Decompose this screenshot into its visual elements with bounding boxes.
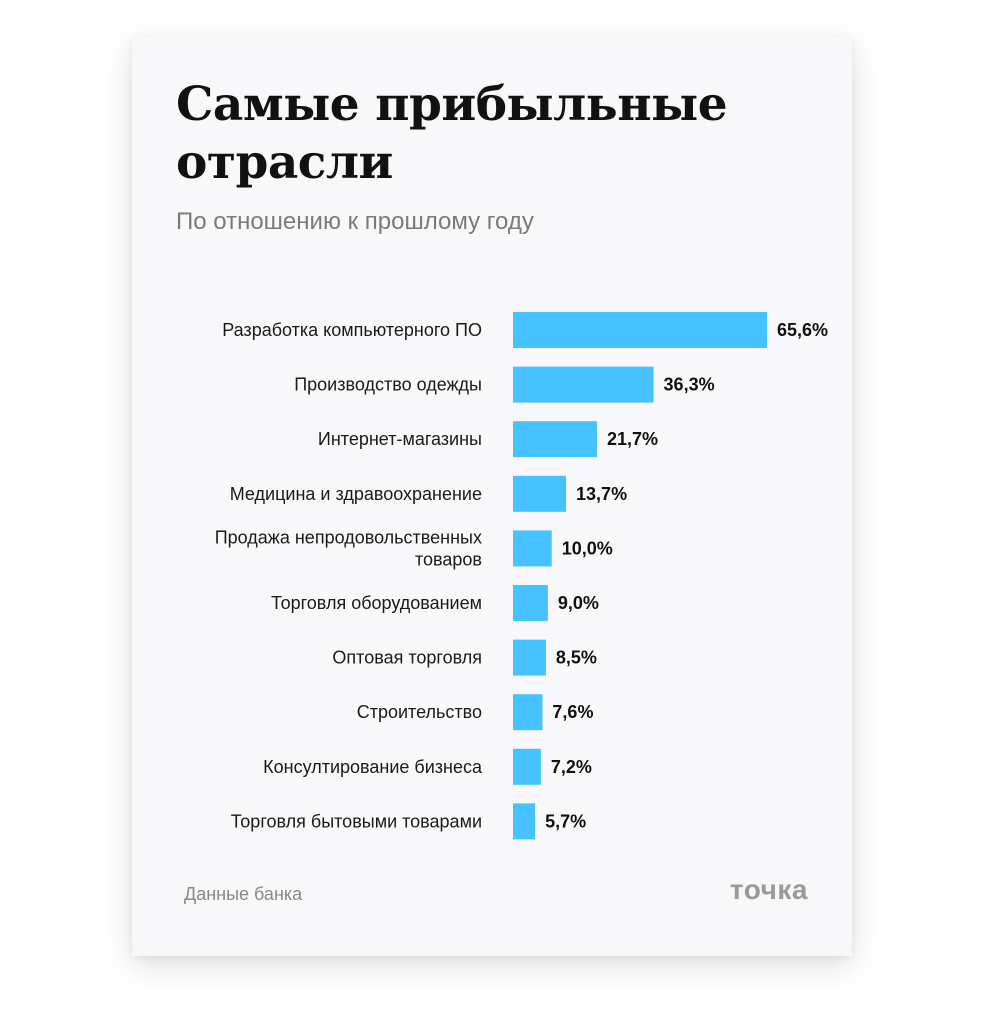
value-label: 65,6% bbox=[777, 320, 828, 340]
value-label: 5,7% bbox=[545, 811, 586, 831]
bar bbox=[513, 639, 546, 676]
value-label: 9,0% bbox=[558, 593, 599, 613]
category-label: Оптовая торговля bbox=[332, 648, 482, 668]
category-label: Разработка компьютерного ПО bbox=[222, 320, 482, 340]
category-label: Строительство bbox=[357, 702, 482, 722]
category-label: Медицина и здравоохранение bbox=[230, 484, 482, 504]
bar-chart: Разработка компьютерного ПО 65,6% Производ… bbox=[215, 312, 828, 840]
value-label: 21,7% bbox=[607, 429, 658, 449]
chart-title: Самые прибыльные отрасли bbox=[176, 77, 728, 190]
source-note: Данные банка bbox=[184, 884, 303, 904]
bar bbox=[513, 312, 767, 348]
category-label: Торговля оборудованием bbox=[271, 593, 482, 613]
bar bbox=[513, 803, 536, 840]
category-label: товаров bbox=[415, 549, 482, 569]
category-label: Торговля бытовыми товарами bbox=[231, 811, 482, 831]
value-label: 36,3% bbox=[664, 375, 715, 395]
bar bbox=[513, 585, 548, 621]
bar bbox=[513, 530, 552, 567]
category-label: Продажа непродовольственных bbox=[215, 527, 482, 547]
value-label: 10,0% bbox=[562, 538, 613, 558]
bar bbox=[513, 748, 541, 785]
category-label: Консултирование бизнеса bbox=[263, 757, 483, 777]
chart-subtitle: По отношению к прошлому году bbox=[176, 208, 534, 235]
value-label: 7,6% bbox=[552, 702, 593, 722]
category-label: Интернет-магазины bbox=[318, 429, 482, 449]
bar bbox=[513, 694, 543, 731]
value-label: 8,5% bbox=[556, 648, 597, 668]
bar bbox=[513, 366, 654, 403]
category-label: Производство одежды bbox=[294, 375, 482, 395]
chart-card: Самые прибыльные отрасли По отношению к … bbox=[132, 36, 852, 956]
brand-logo: точка bbox=[729, 874, 808, 905]
value-label: 7,2% bbox=[551, 757, 592, 777]
value-label: 13,7% bbox=[576, 484, 627, 504]
bar bbox=[513, 475, 567, 512]
bar bbox=[513, 421, 598, 458]
